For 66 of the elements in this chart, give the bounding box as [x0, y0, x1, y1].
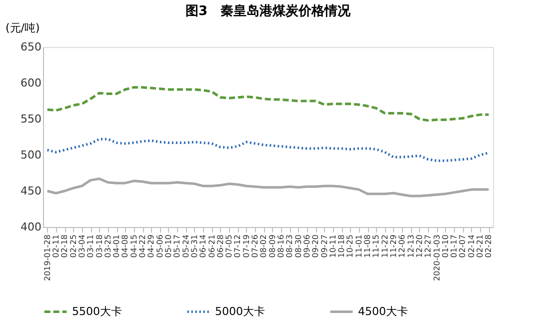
x-tick-label: 04-15 [129, 234, 138, 258]
x-tick-label: 07-12 [233, 234, 242, 258]
x-tick-label: 06-21 [207, 234, 216, 258]
x-tick-label: 04-29 [146, 234, 156, 258]
legend-label: 5500大卡 [72, 304, 122, 318]
x-tick-label: 06-14 [198, 234, 208, 258]
x-tick-label: 03-18 [94, 234, 104, 258]
x-tick-label: 05-31 [190, 234, 199, 258]
y-axis-title: (元/吨) [6, 22, 40, 34]
x-tick-label: 05-24 [181, 234, 190, 258]
x-tick-label: 09-20 [311, 234, 320, 258]
x-tick-label: 10-11 [328, 234, 338, 258]
x-tick-label: 09-06 [302, 234, 312, 258]
x-tick-label: 11-22 [380, 234, 390, 258]
y-tick-label: 550 [20, 112, 42, 126]
chart-title: 图3 秦皇岛港煤炭价格情况 [185, 4, 352, 19]
x-tick-label: 11-08 [363, 234, 372, 258]
line-series [46, 178, 490, 198]
legend-label: 5000大卡 [215, 304, 265, 318]
x-tick-label: 02-25 [68, 234, 78, 258]
x-tick-label: 10-25 [346, 234, 355, 258]
x-tick-label: 07-26 [250, 234, 260, 258]
x-tick-label: 01-17 [450, 234, 459, 258]
x-tick-label: 12-20 [414, 234, 424, 258]
x-tick-label: 12-27 [424, 234, 433, 258]
x-tick-label: 12-13 [406, 234, 416, 258]
x-tick-label: 08-16 [276, 234, 286, 258]
y-tick-label: 600 [20, 76, 42, 90]
y-tick-label: 650 [20, 40, 42, 54]
x-tick-label: 12-06 [398, 234, 407, 258]
line-series [46, 86, 490, 122]
x-tick-label: 09-27 [320, 234, 329, 258]
x-tick-label: 11-01 [354, 234, 364, 258]
x-tick-label: 05-06 [155, 234, 164, 258]
y-tick-label: 400 [20, 220, 42, 234]
x-tick-label: 01-10 [440, 234, 450, 258]
line-series [46, 138, 490, 162]
x-tick-label: 08-02 [259, 234, 268, 258]
x-tick-label: 03-11 [86, 234, 96, 258]
x-tick-label: 07-19 [242, 234, 251, 258]
x-tick-label: 02-28 [484, 234, 494, 258]
x-tick-label: 11-15 [372, 234, 381, 258]
x-tick-label: 06-28 [216, 234, 225, 258]
x-tick-label: 10-18 [337, 234, 346, 258]
x-tick-label: 08-23 [285, 234, 294, 258]
x-tick-label: 08-30 [294, 234, 303, 258]
y-tick-label: 450 [20, 184, 42, 198]
x-tick-label: 03-04 [77, 234, 86, 258]
x-tick-label: 05-17 [172, 234, 182, 258]
x-tick-label: 11-29 [388, 234, 398, 258]
x-tick-label: 2019-01-28 [42, 234, 52, 281]
x-tick-label: 08-09 [268, 234, 277, 258]
x-tick-label: 02-11 [51, 234, 60, 258]
x-tick-label: 02-14 [466, 234, 476, 258]
x-tick-label: 05-10 [164, 234, 173, 258]
y-tick-label: 500 [20, 148, 42, 162]
legend-label: 4500大卡 [358, 304, 408, 318]
x-tick-label: 02-07 [458, 234, 468, 258]
x-tick-label: 02-21 [476, 234, 485, 258]
x-tick-label: 04-22 [138, 234, 148, 258]
x-tick-label: 2020-01-03 [432, 234, 442, 281]
x-tick-label: 04-01 [112, 234, 122, 258]
x-tick-label: 03-25 [103, 234, 112, 258]
x-tick-label: 04-08 [120, 234, 130, 258]
x-tick-label: 02-18 [60, 234, 70, 258]
x-tick-label: 07-05 [224, 234, 234, 258]
